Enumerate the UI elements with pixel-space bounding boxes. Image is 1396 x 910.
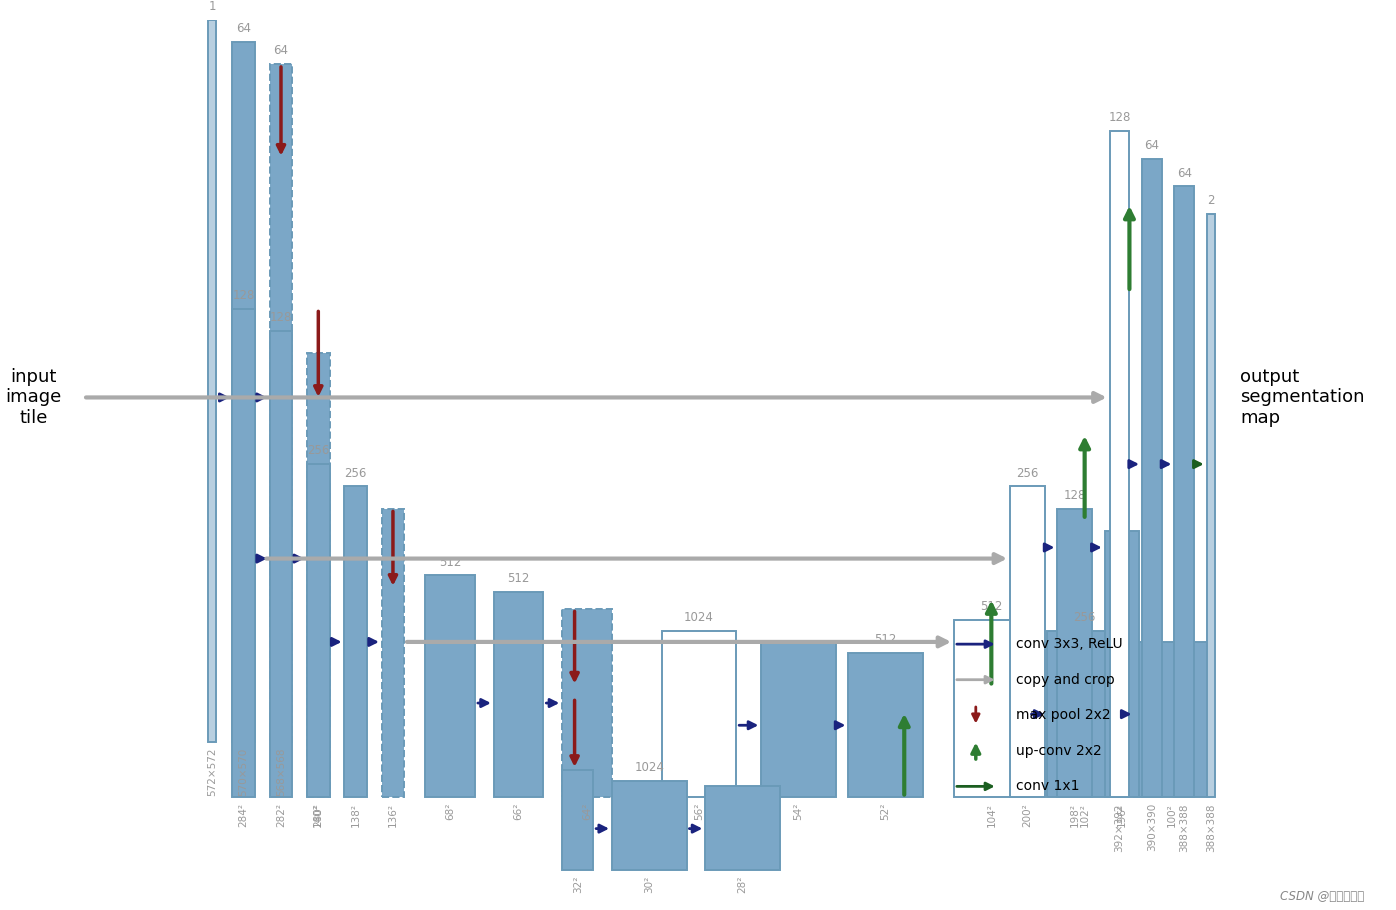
Text: 138²: 138²	[350, 803, 360, 827]
Bar	[233, 42, 255, 742]
Bar	[1206, 214, 1216, 797]
Text: 256: 256	[1016, 467, 1039, 480]
Text: 30²: 30²	[644, 875, 655, 893]
Text: 2: 2	[1208, 195, 1215, 207]
Bar	[381, 509, 405, 797]
Text: 32²: 32²	[572, 875, 582, 893]
Bar	[611, 781, 687, 870]
Text: 198²: 198²	[1069, 803, 1079, 827]
Bar	[1174, 187, 1194, 797]
Text: 512: 512	[438, 556, 461, 569]
Text: 568×568: 568×568	[276, 747, 286, 796]
Bar	[426, 575, 475, 797]
Bar	[1009, 486, 1044, 797]
Text: 256: 256	[345, 467, 367, 480]
Bar	[307, 464, 329, 797]
Text: 128: 128	[1108, 111, 1131, 124]
Text: 256: 256	[307, 444, 329, 458]
Text: 256: 256	[1074, 612, 1096, 624]
Text: output
segmentation
map: output segmentation map	[1240, 368, 1365, 428]
Bar	[705, 786, 780, 870]
Bar	[662, 631, 736, 797]
Text: 392×392: 392×392	[1114, 803, 1125, 852]
Text: 56²: 56²	[694, 803, 704, 821]
Text: 68²: 68²	[445, 803, 455, 821]
Text: 280²: 280²	[313, 803, 324, 827]
Text: 388×388: 388×388	[1180, 803, 1189, 852]
Text: CSDN @最白の白菜: CSDN @最白の白菜	[1280, 890, 1364, 903]
Bar	[307, 353, 329, 797]
Text: 66²: 66²	[514, 803, 524, 821]
Bar	[1135, 642, 1209, 797]
Text: 390×390: 390×390	[1148, 803, 1157, 851]
Text: 512: 512	[980, 600, 1002, 613]
Text: 102²: 102²	[1079, 803, 1090, 827]
Text: 196²: 196²	[1117, 803, 1127, 827]
Text: 64: 64	[1145, 139, 1159, 152]
Bar	[953, 620, 1029, 797]
Text: 282²: 282²	[276, 803, 286, 827]
Bar	[208, 20, 216, 742]
Text: 1: 1	[208, 0, 216, 13]
Text: 128: 128	[233, 288, 255, 302]
Bar	[761, 642, 836, 797]
Bar	[563, 770, 593, 870]
Bar	[849, 653, 923, 797]
Bar	[1110, 131, 1129, 797]
Bar	[1104, 531, 1139, 797]
Text: 128: 128	[269, 311, 292, 324]
Text: 64²: 64²	[582, 803, 592, 821]
Text: copy and crop: copy and crop	[1016, 672, 1115, 687]
Text: 140²: 140²	[313, 803, 324, 827]
Bar	[233, 308, 255, 797]
Text: input
image
tile: input image tile	[6, 368, 61, 428]
Bar	[1047, 631, 1122, 797]
Text: 572×572: 572×572	[207, 747, 216, 796]
Text: conv 3x3, ReLU: conv 3x3, ReLU	[1016, 637, 1122, 652]
Text: 284²: 284²	[239, 803, 248, 827]
Text: 512: 512	[507, 572, 530, 585]
Text: max pool 2x2: max pool 2x2	[1016, 708, 1111, 723]
Text: 512: 512	[874, 633, 896, 646]
Bar	[494, 592, 543, 797]
Text: 388×388: 388×388	[1206, 803, 1216, 852]
Text: up-conv 2x2: up-conv 2x2	[1016, 743, 1101, 758]
Text: 64: 64	[1177, 167, 1192, 179]
Text: 64: 64	[274, 45, 289, 57]
Text: 104²: 104²	[987, 803, 997, 827]
Text: 54²: 54²	[793, 803, 804, 821]
Text: 64: 64	[236, 22, 251, 35]
Text: conv 1x1: conv 1x1	[1016, 779, 1079, 794]
Text: 1024: 1024	[684, 612, 713, 624]
Text: 136²: 136²	[388, 803, 398, 827]
Bar	[1142, 158, 1161, 797]
Text: 1024: 1024	[634, 761, 664, 774]
Text: 100²: 100²	[1167, 803, 1177, 827]
Text: 200²: 200²	[1022, 803, 1033, 827]
Text: 28²: 28²	[737, 875, 747, 893]
Bar	[269, 64, 292, 742]
Bar	[269, 330, 292, 797]
Text: 128: 128	[1064, 489, 1086, 502]
Text: 52²: 52²	[881, 803, 891, 821]
Bar	[345, 486, 367, 797]
Text: 570×570: 570×570	[239, 747, 248, 795]
Bar	[1057, 509, 1092, 797]
Bar	[563, 609, 611, 797]
